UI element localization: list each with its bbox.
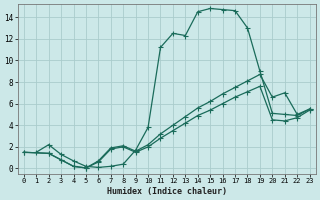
X-axis label: Humidex (Indice chaleur): Humidex (Indice chaleur) <box>107 187 227 196</box>
